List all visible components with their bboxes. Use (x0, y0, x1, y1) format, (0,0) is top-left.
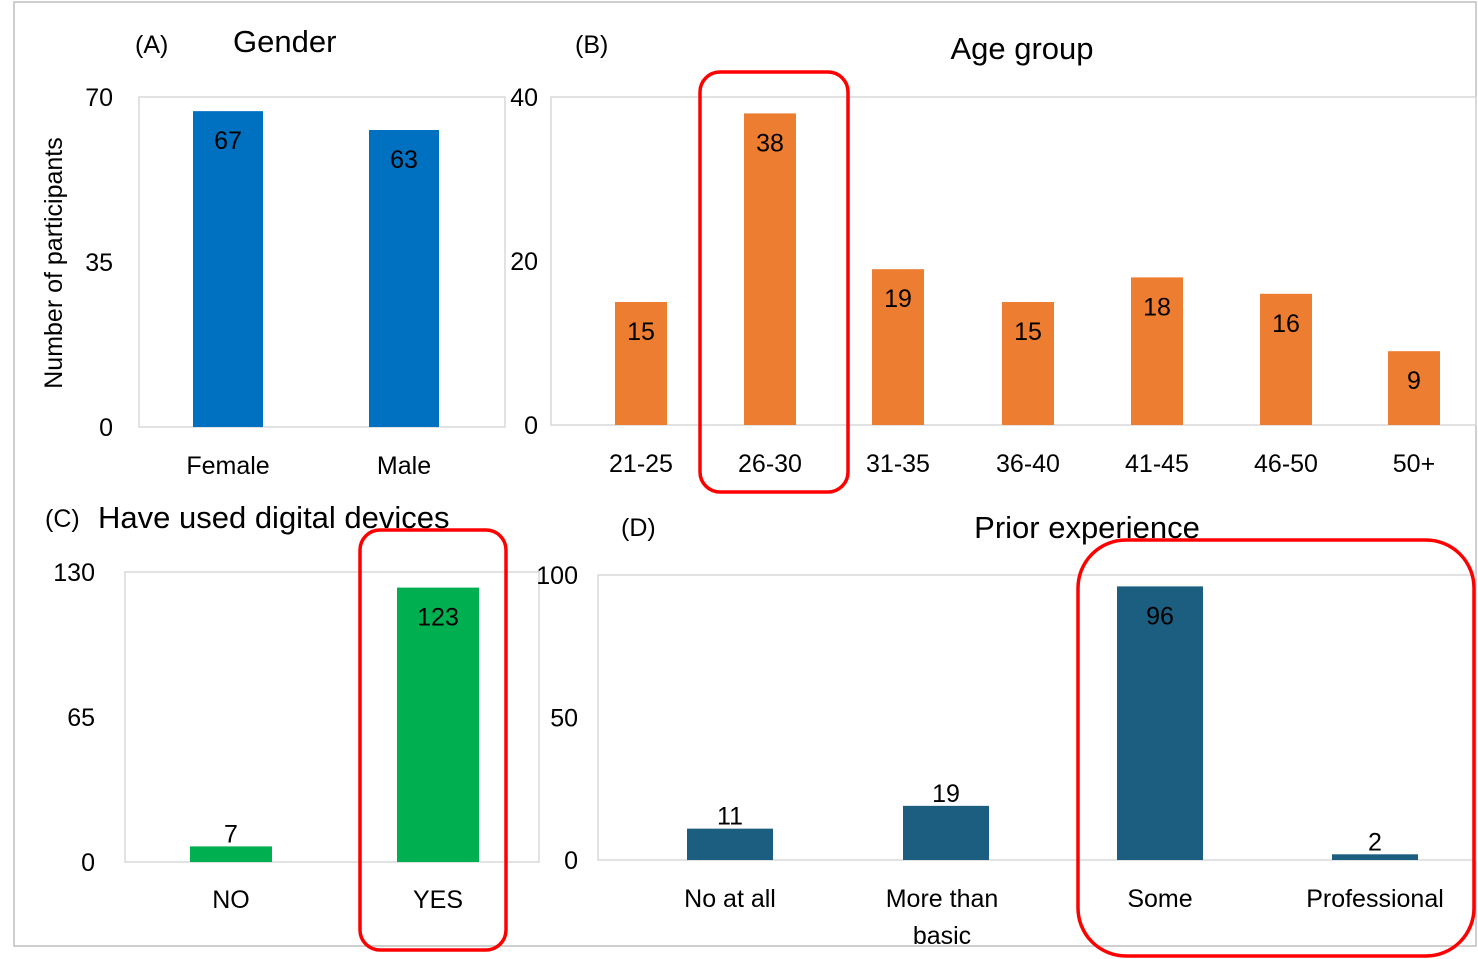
data-label: 96 (1146, 602, 1174, 630)
data-label: 15 (627, 318, 655, 346)
panel-a-gender: (A) Gender Number of participants (40, 24, 336, 389)
y-tick-label: 50 (550, 705, 578, 733)
y-tick-label: 130 (53, 559, 95, 587)
category-label: Male (377, 452, 431, 480)
bar-26-30 (744, 113, 796, 426)
category-label: 31-35 (866, 450, 930, 478)
category-label: 21-25 (609, 450, 673, 478)
bar-21-25 (615, 302, 667, 425)
panel-0-plot: 0 35 70 67 Female 63 Male (85, 84, 506, 480)
bar-male (369, 130, 439, 427)
y-tick-label: 0 (564, 847, 578, 875)
panel-d-letter: (D) (621, 514, 656, 542)
category-label: 50+ (1393, 450, 1435, 478)
bar-41-45 (1131, 277, 1183, 425)
highlight-outline (1076, 538, 1476, 958)
bar-36-40 (1002, 302, 1054, 425)
y-tick-label: 40 (510, 84, 538, 112)
y-tick-label: 0 (524, 412, 538, 440)
plot-frame (138, 96, 506, 428)
highlight-outline (358, 528, 508, 952)
category-label: Female (186, 452, 269, 480)
plot-frame (124, 571, 540, 863)
panel-1-plot: 0 20 40 15 21-25 38 26-30 19 31-35 15 36-40 18 41-45… (510, 84, 1477, 478)
bar-31-35 (872, 269, 924, 425)
bar-no-at-all (687, 828, 773, 860)
panel-b-age-group: (B) Age group (575, 31, 1094, 66)
data-label: 11 (717, 803, 743, 831)
category-label: More than (886, 885, 999, 913)
category-label: No at all (684, 885, 776, 913)
panel-a-title: Gender (233, 24, 336, 59)
y-tick-label: 65 (67, 704, 95, 732)
category-label: Some (1127, 885, 1192, 913)
category-label: Professional (1306, 885, 1444, 913)
highlight-outlines (358, 70, 1476, 958)
data-label: 18 (1143, 293, 1171, 321)
data-label: 15 (1014, 318, 1042, 346)
bar-some (1117, 586, 1203, 860)
panel-b-letter: (B) (575, 31, 608, 59)
data-label: 7 (224, 820, 238, 848)
y-tick-label: 35 (85, 249, 113, 277)
panel-3-plot: 0 50 100 11 No at all 19 More than basic 96 Some 2… (536, 562, 1477, 950)
data-label: 2 (1368, 828, 1382, 856)
panel-2-plot: 0 65 130 7 NO 123 YES (53, 559, 540, 914)
category-label: 26-30 (738, 450, 802, 478)
y-tick-label: 0 (81, 849, 95, 877)
data-label: 16 (1272, 310, 1300, 338)
data-label: 19 (884, 285, 912, 313)
category-label: YES (413, 886, 463, 914)
category-label: NO (212, 886, 250, 914)
y-tick-label: 70 (85, 84, 113, 112)
data-label: 9 (1407, 367, 1421, 395)
bar-50- (1388, 351, 1440, 425)
plot-frame (597, 574, 1477, 861)
panel-a-letter: (A) (135, 31, 168, 59)
bar-46-50 (1260, 293, 1312, 425)
panel-b-title: Age group (950, 31, 1093, 66)
bar-professional (1332, 854, 1418, 860)
chart-marks: 0357067Female63Male020401521-253826-3019… (53, 84, 1477, 950)
highlight-outline (698, 70, 850, 494)
data-label: 63 (390, 146, 418, 174)
bar-more-than-basic (903, 805, 989, 860)
category-label: 41-45 (1125, 450, 1189, 478)
data-label: 38 (756, 129, 784, 157)
category-label: basic (913, 922, 971, 950)
data-label: 19 (932, 780, 960, 808)
category-label: 46-50 (1254, 450, 1318, 478)
data-label: 123 (417, 604, 459, 632)
bar-female (193, 111, 263, 428)
outer-frame (13, 1, 1477, 947)
bar-no (190, 846, 272, 862)
y-tick-label: 20 (510, 248, 538, 276)
y-tick-label: 0 (99, 414, 113, 442)
panel-d-prior-experience: (D) Prior experience (621, 510, 1200, 545)
panel-c-letter: (C) (45, 505, 80, 533)
category-label: 36-40 (996, 450, 1060, 478)
bar-yes (397, 587, 479, 862)
y-tick-label: 100 (536, 562, 578, 590)
y-axis-label: Number of participants (40, 137, 68, 389)
data-label: 67 (214, 127, 242, 155)
